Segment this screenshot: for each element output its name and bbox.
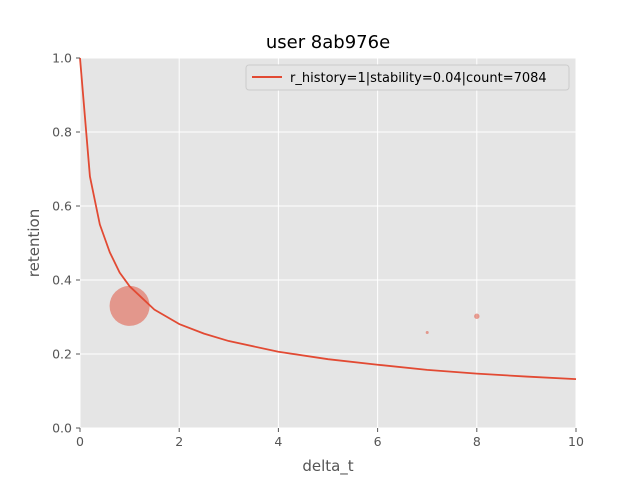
x-tick-label: 10 xyxy=(568,434,584,449)
scatter-point xyxy=(474,313,480,319)
y-axis-label: retention xyxy=(25,209,43,277)
grid-lines xyxy=(79,57,577,429)
plot-area xyxy=(80,58,576,428)
y-axis-ticks: 0.0 0.2 0.4 0.6 0.8 1.0 xyxy=(52,51,80,436)
legend: r_history=1|stability=0.04|count=7084 xyxy=(245,64,570,91)
x-tick-label: 6 xyxy=(374,434,382,449)
x-tick-label: 8 xyxy=(473,434,481,449)
legend-label: r_history=1|stability=0.04|count=7084 xyxy=(290,71,547,86)
y-tick-label: 1.0 xyxy=(52,51,72,66)
fit-curve xyxy=(79,57,577,381)
scatter-point xyxy=(425,331,429,335)
y-tick-label: 0.2 xyxy=(52,347,72,362)
y-tick-label: 0.0 xyxy=(52,421,72,436)
x-tick-label: 0 xyxy=(76,434,84,449)
x-tick-label: 4 xyxy=(274,434,282,449)
y-tick-label: 0.8 xyxy=(52,125,72,140)
y-tick-label: 0.4 xyxy=(52,273,72,288)
x-axis-ticks: 0 2 4 6 8 10 xyxy=(76,428,584,449)
scatter-point xyxy=(109,285,150,326)
chart-title: user 8ab976e xyxy=(266,32,390,53)
x-tick-label: 2 xyxy=(175,434,183,449)
legend-box xyxy=(245,64,570,91)
x-axis-label: delta_t xyxy=(302,457,353,476)
curve-line xyxy=(79,57,577,381)
y-tick-label: 0.6 xyxy=(52,199,72,214)
